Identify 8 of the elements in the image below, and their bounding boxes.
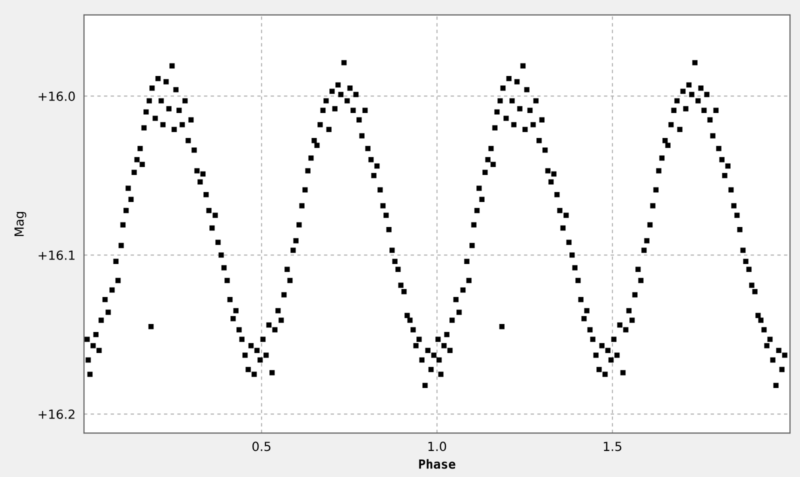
y-tick-label: +16.2 [38,410,74,419]
x-tick-label: 1.0 [428,442,446,452]
x-tick-label: 1.5 [604,442,622,452]
y-axis-title: Mag [14,212,26,236]
x-axis-title: Phase [419,459,456,469]
x-tick-label: 0.5 [252,442,270,452]
y-tick-label: +16.1 [38,250,75,260]
y-tick-label: +16.0 [38,92,75,101]
